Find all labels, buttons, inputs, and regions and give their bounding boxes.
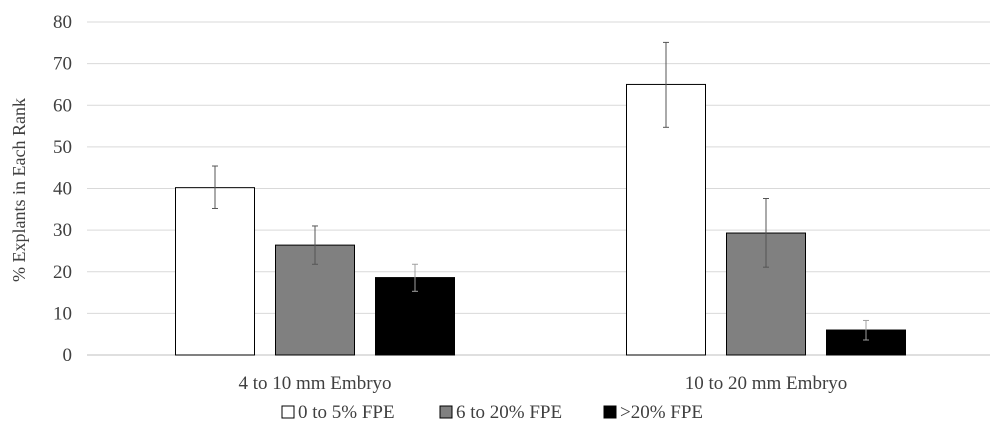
y-tick-label: 0 (63, 345, 73, 366)
y-tick-label: 10 (53, 303, 72, 324)
legend-swatch (603, 405, 617, 419)
y-axis-title: % Explants in Each Rank (9, 98, 29, 282)
y-tick-label: 70 (53, 54, 72, 75)
x-tick-label: 10 to 20 mm Embryo (685, 373, 848, 394)
error-bars (212, 41, 869, 341)
x-tick-label: 4 to 10 mm Embryo (238, 373, 391, 394)
y-tick-label: 40 (53, 179, 72, 200)
legend-label: 0 to 5% FPE (298, 402, 395, 423)
bars (175, 83, 906, 356)
bar (626, 83, 706, 356)
y-tick-label: 60 (53, 95, 72, 116)
y-tick-label: 20 (53, 262, 72, 283)
legend-label: 6 to 20% FPE (456, 402, 562, 423)
tick-labels: 0 10 20 30 40 50 60 70 80 4 to 10 mm Embryo 10 to … (53, 12, 847, 394)
legend-swatch (439, 405, 453, 419)
legend-label: >20% FPE (620, 402, 703, 423)
bar (175, 187, 255, 356)
legend-swatch (281, 405, 295, 419)
legend: 0 to 5% FPE 6 to 20% FPE >20% FPE (281, 402, 703, 423)
y-tick-label: 30 (53, 220, 72, 241)
y-tick-label: 80 (53, 12, 72, 33)
y-tick-label: 50 (53, 137, 72, 158)
